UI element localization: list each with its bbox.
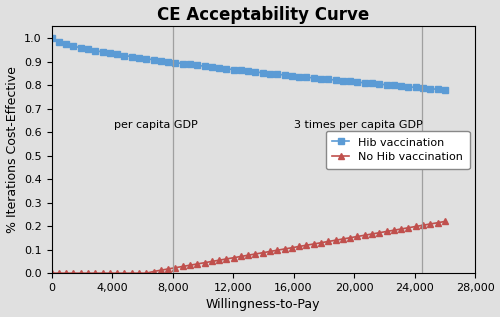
X-axis label: Willingness-to-Pay: Willingness-to-Pay xyxy=(206,298,320,311)
No Hib vaccination xyxy=(398,227,404,231)
Text: 3 times per capita GDP: 3 times per capita GDP xyxy=(294,120,422,130)
Hib vaccination xyxy=(122,54,128,57)
Hib vaccination xyxy=(48,36,54,40)
Text: per capita GDP: per capita GDP xyxy=(114,120,198,130)
Title: CE Acceptability Curve: CE Acceptability Curve xyxy=(157,6,370,23)
Hib vaccination xyxy=(194,63,200,67)
Hib vaccination xyxy=(144,57,150,61)
Hib vaccination xyxy=(92,49,98,53)
No Hib vaccination xyxy=(92,271,98,275)
No Hib vaccination xyxy=(144,271,150,275)
No Hib vaccination xyxy=(122,271,128,275)
No Hib vaccination xyxy=(434,221,440,225)
Hib vaccination xyxy=(442,88,448,92)
Line: No Hib vaccination: No Hib vaccination xyxy=(49,219,448,276)
No Hib vaccination xyxy=(442,220,448,223)
Legend: Hib vaccination, No Hib vaccination: Hib vaccination, No Hib vaccination xyxy=(326,131,470,169)
No Hib vaccination xyxy=(48,271,54,275)
Hib vaccination xyxy=(398,84,404,88)
Hib vaccination xyxy=(434,87,440,91)
No Hib vaccination xyxy=(194,262,200,266)
Y-axis label: % Iterations Cost-Effective: % Iterations Cost-Effective xyxy=(6,66,18,233)
Line: Hib vaccination: Hib vaccination xyxy=(49,36,448,93)
